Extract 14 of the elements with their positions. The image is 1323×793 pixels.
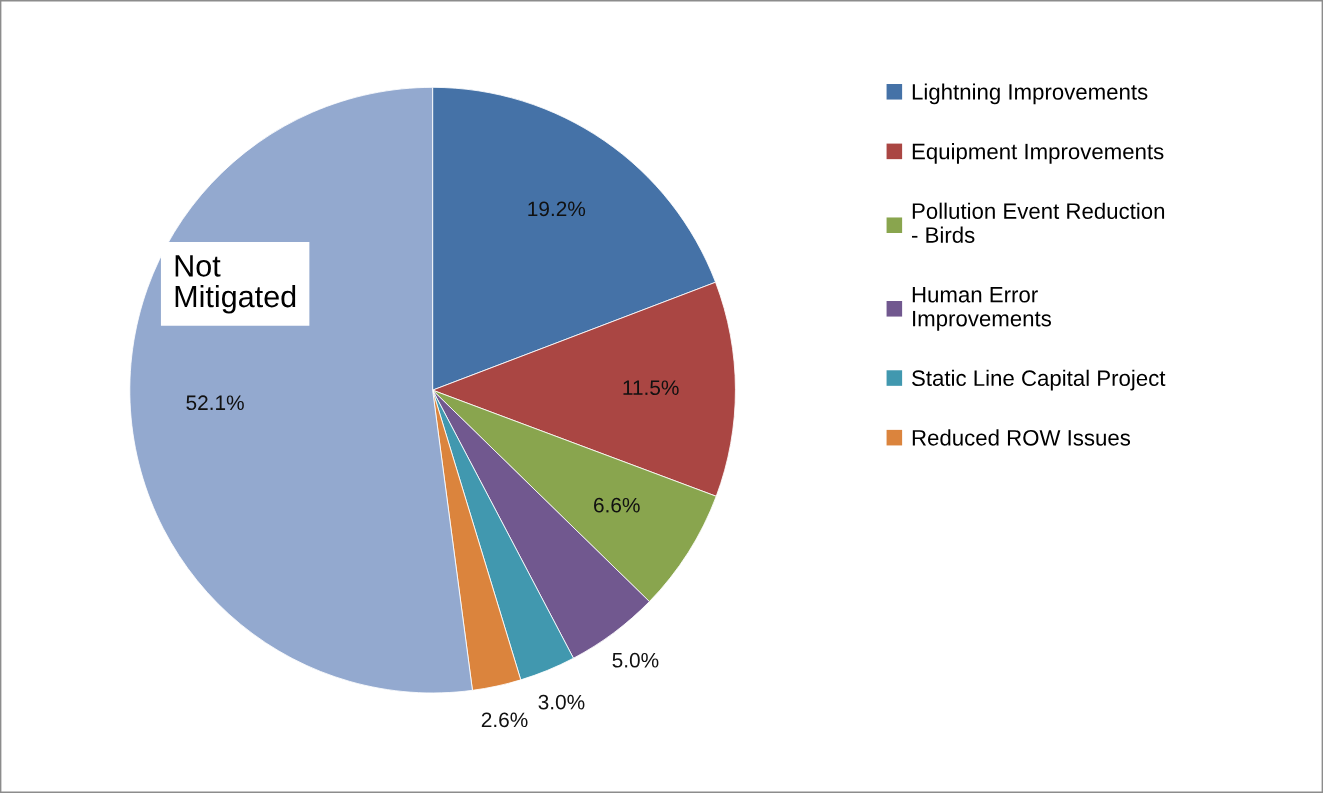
data-label: 5.0% xyxy=(612,652,659,668)
data-label: 19.2% xyxy=(528,201,586,217)
legend-label: Reduced ROW Issues xyxy=(912,429,1131,446)
data-label: 3.0% xyxy=(538,694,585,710)
legend-label: Equipment Improvements xyxy=(912,143,1164,164)
data-label: 2.6% xyxy=(481,712,528,728)
data-label: 6.6% xyxy=(594,497,640,513)
legend-label: Lightning Improvements xyxy=(912,83,1148,105)
legend-label: Pollution Event Reduction - Birds xyxy=(912,202,1165,243)
data-label: 11.5% xyxy=(623,380,679,396)
data-label: 52.1% xyxy=(186,395,244,411)
legend-label: Static Line Capital Project xyxy=(912,369,1166,391)
text: Not Mitigated xyxy=(175,255,296,314)
legend-label: Human Error Improvements xyxy=(912,287,1051,331)
